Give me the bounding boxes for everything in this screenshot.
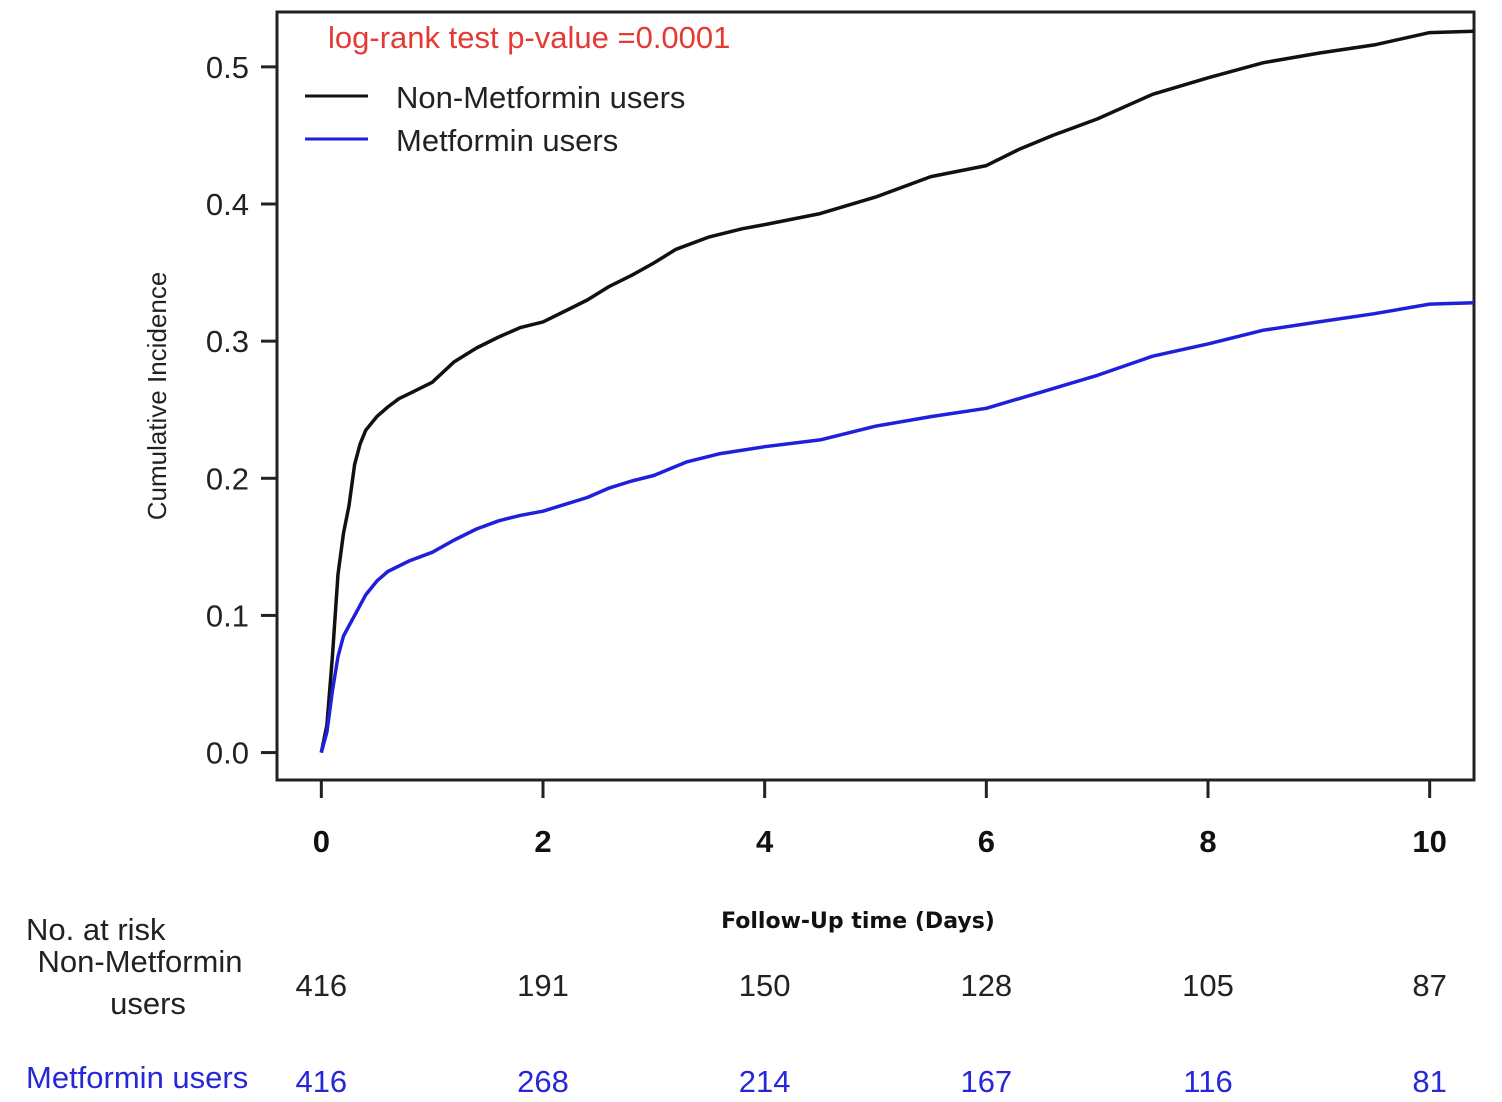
risk-value-non-metformin-5: 87 <box>1412 968 1446 1003</box>
risk-row-label-metformin: Metformin users <box>26 1060 248 1095</box>
risk-value-metformin-0: 416 <box>295 1064 347 1099</box>
x-axis: 0 2 4 6 8 10 <box>313 780 1447 859</box>
y-tick-label-1: 0.1 <box>206 598 249 633</box>
risk-values: 416 191 150 128 105 87 416 268 214 167 116 81 <box>295 968 1446 1099</box>
y-tick-label-0: 0.0 <box>206 736 249 771</box>
y-tick-label-2: 0.2 <box>206 461 249 496</box>
series-layer <box>319 29 1475 754</box>
risk-row-label-non-metformin-line2: users <box>110 986 186 1021</box>
risk-value-metformin-5: 81 <box>1412 1064 1446 1099</box>
series-line-non-metformin <box>319 29 1475 753</box>
legend-label-non-metformin: Non-Metformin users <box>396 80 685 115</box>
y-tick-label-3: 0.3 <box>206 324 249 359</box>
legend-label-metformin: Metformin users <box>396 123 618 158</box>
risk-value-metformin-4: 116 <box>1183 1064 1232 1099</box>
x-tick-label-1: 2 <box>534 824 551 859</box>
y-axis: 0.0 0.1 0.2 0.3 0.4 0.5 <box>206 50 277 771</box>
y-axis-label: Cumulative Incidence <box>142 272 172 521</box>
risk-value-non-metformin-2: 150 <box>739 968 791 1003</box>
plot-frame <box>275 10 1476 782</box>
y-tick-label-5: 0.5 <box>206 50 249 85</box>
risk-row-label-non-metformin: Non-Metformin <box>38 944 243 979</box>
risk-value-metformin-3: 167 <box>960 1064 1012 1099</box>
series-line-metformin <box>319 300 1475 754</box>
x-tick-label-0: 0 <box>313 824 330 859</box>
risk-value-non-metformin-4: 105 <box>1182 968 1234 1003</box>
risk-table-title: No. at risk <box>26 912 166 947</box>
risk-value-non-metformin-3: 128 <box>960 968 1012 1003</box>
x-tick-label-4: 8 <box>1199 824 1216 859</box>
risk-table: No. at risk Non-Metformin users Metformi… <box>26 912 1447 1099</box>
risk-value-metformin-2: 214 <box>739 1064 791 1099</box>
risk-value-non-metformin-0: 416 <box>295 968 347 1003</box>
legend: Non-Metformin users Metformin users <box>305 80 685 158</box>
y-tick-label-4: 0.4 <box>206 187 249 222</box>
log-rank-annotation: log-rank test p-value =0.0001 <box>328 20 730 55</box>
x-tick-label-2: 4 <box>756 824 774 859</box>
x-tick-label-5: 10 <box>1412 824 1446 859</box>
risk-value-metformin-1: 268 <box>517 1064 569 1099</box>
x-axis-label: Follow-Up time (Days) <box>721 909 995 934</box>
risk-value-non-metformin-1: 191 <box>517 968 569 1003</box>
x-tick-label-3: 6 <box>978 824 995 859</box>
